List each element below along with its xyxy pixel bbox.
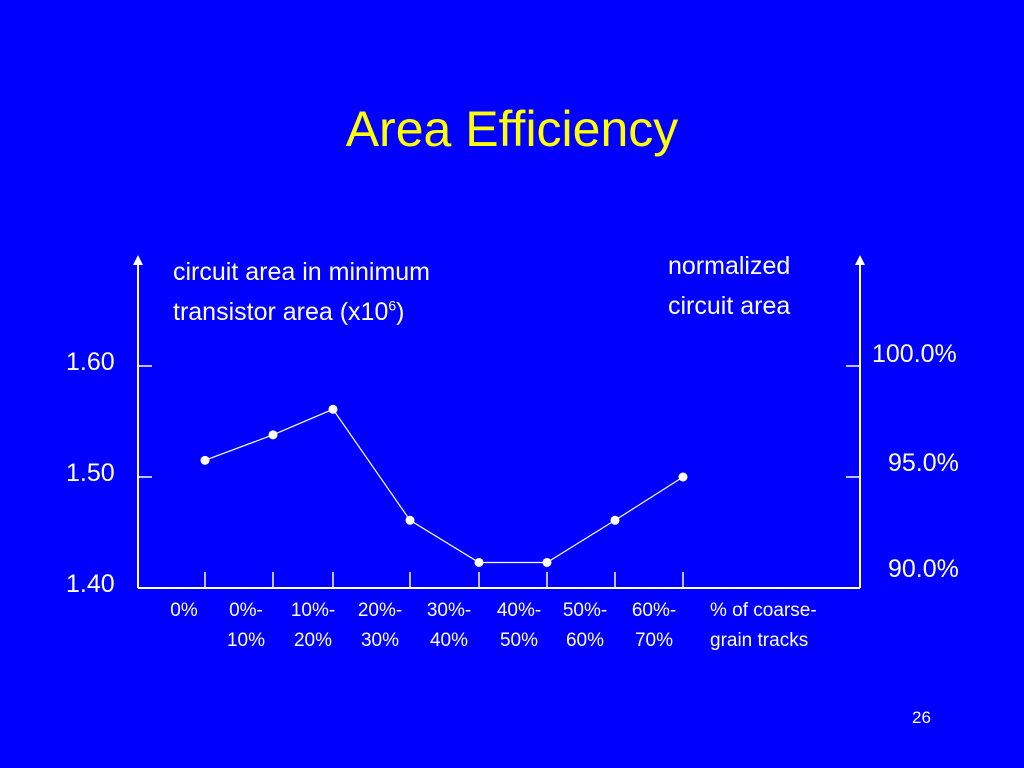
- x-tick-label: 30%: [360, 630, 400, 651]
- x-tick-label: 60%: [565, 630, 605, 651]
- chart-marks: [200, 404, 688, 567]
- left-y-axis-label-line2: transistor area (x106): [173, 298, 405, 327]
- right-y-axis-arrow: [855, 255, 865, 265]
- x-tick-label: 10%-: [290, 600, 336, 621]
- data-point: [542, 557, 552, 567]
- x-tick-label: 50%-: [562, 600, 608, 621]
- left-y-tick-label: 1.60: [66, 348, 115, 376]
- right-y-axis-label-line2: circuit area: [668, 292, 791, 320]
- page-number: 26: [912, 708, 931, 727]
- x-tick-label: 10%: [226, 630, 266, 651]
- data-point: [405, 515, 415, 525]
- left-y-axis-label-exponent: 6: [388, 297, 397, 314]
- series-line: [204, 408, 684, 564]
- x-tick-label: 70%: [634, 630, 674, 651]
- data-point: [328, 404, 338, 414]
- x-tick-label: 20%: [293, 630, 333, 651]
- right-y-tick-label: 100.0%: [872, 340, 957, 368]
- right-y-axis-label-line1: normalized: [668, 252, 791, 280]
- data-point: [200, 455, 210, 465]
- x-tick-label: 40%: [429, 630, 469, 651]
- x-axis-label-line1: % of coarse-: [710, 600, 817, 621]
- left-y-tick-label: 1.40: [66, 570, 115, 598]
- right-y-tick-label: 90.0%: [888, 555, 959, 583]
- data-point: [474, 557, 484, 567]
- x-tick-label: 50%: [499, 630, 539, 651]
- left-y-axis-label-line1: circuit area in minimum: [173, 258, 431, 286]
- data-point: [268, 430, 278, 440]
- left-y-tick-label: 1.50: [66, 459, 115, 487]
- x-tick-label: 40%-: [496, 600, 542, 621]
- chart-axes: [133, 255, 865, 589]
- x-tick-label: 60%-: [631, 600, 677, 621]
- x-tick-label: 20%-: [357, 600, 403, 621]
- left-y-axis-arrow: [133, 255, 143, 265]
- right-y-tick-label: 95.0%: [888, 449, 959, 477]
- x-tick-label: 0%-: [229, 600, 263, 621]
- data-point: [610, 515, 620, 525]
- left-y-axis-label-prefix: transistor area (x10: [173, 298, 389, 326]
- left-y-axis-label-suffix: ): [396, 298, 405, 326]
- x-axis-label-line2: grain tracks: [710, 630, 809, 651]
- x-tick-label: 0%: [170, 600, 198, 621]
- data-point: [678, 472, 688, 482]
- x-tick-label: 30%-: [426, 600, 472, 621]
- slide-title: Area Efficiency: [345, 101, 679, 157]
